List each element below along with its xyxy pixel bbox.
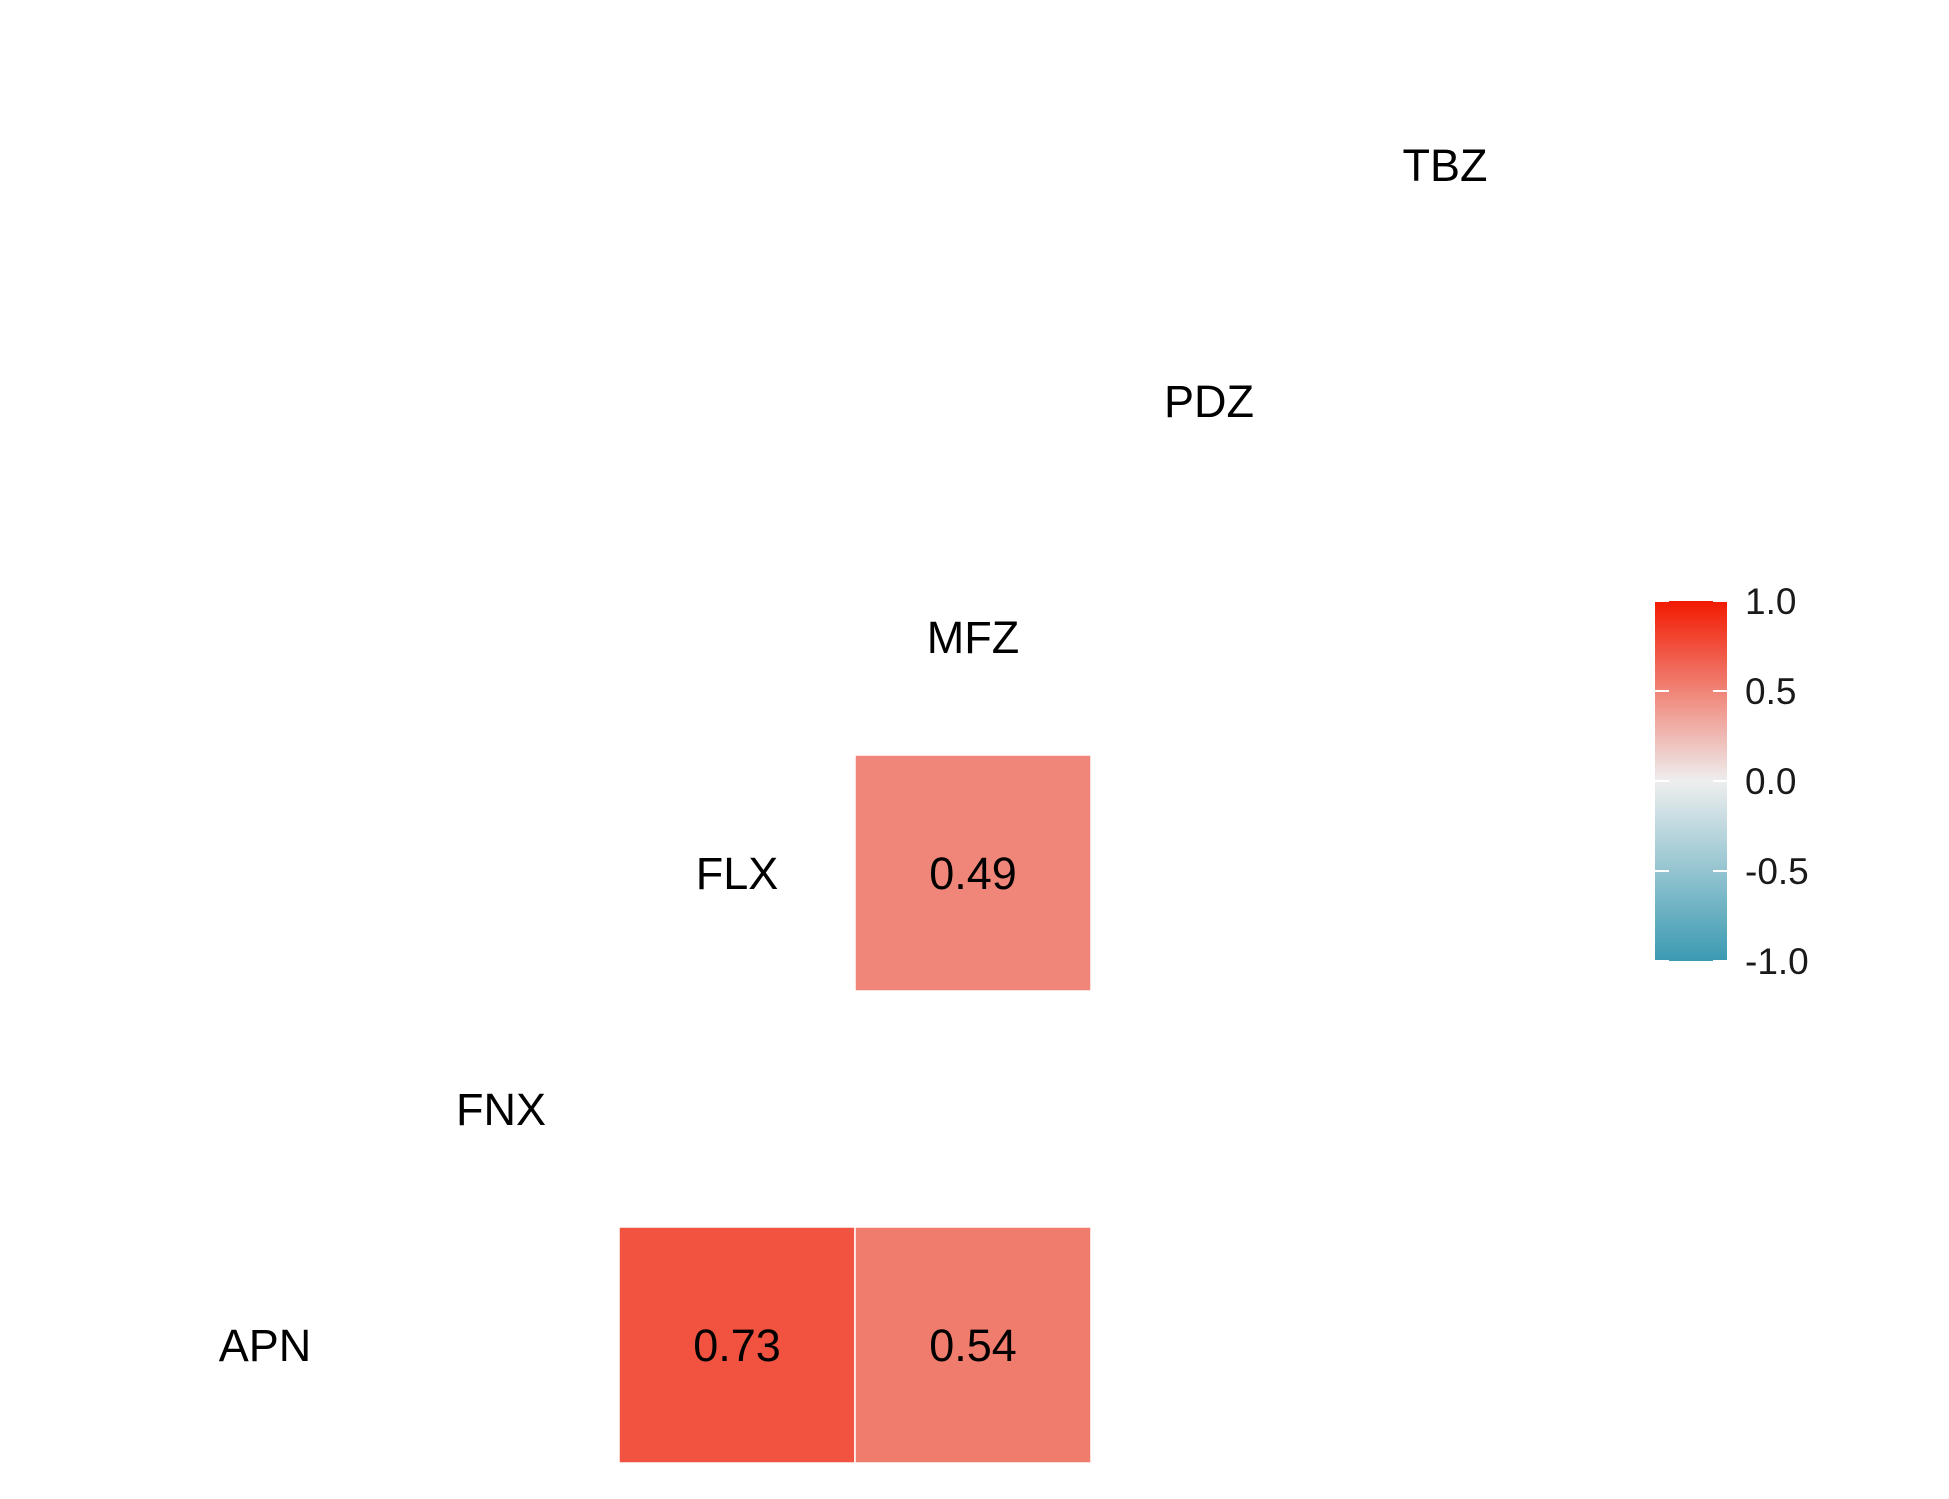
heatmap-cell-apn-mfz bbox=[854, 1226, 1092, 1464]
variable-label-fnx: FNX bbox=[456, 1084, 546, 1135]
variable-label-flx: FLX bbox=[696, 848, 779, 899]
legend-tick-label: -1.0 bbox=[1745, 941, 1809, 982]
variable-labels: APN FNX FLX MFZ PDZ TBZ bbox=[219, 140, 1488, 1371]
legend-tick-label: 0.5 bbox=[1745, 671, 1796, 712]
variable-label-tbz: TBZ bbox=[1403, 140, 1488, 191]
variable-label-apn: APN bbox=[219, 1320, 312, 1371]
heatmap-cell-apn-flx bbox=[618, 1226, 856, 1464]
color-legend: 1.0 0.5 0.0 -0.5 -1.0 bbox=[1655, 581, 1809, 982]
legend-tick-label: 1.0 bbox=[1745, 581, 1796, 622]
heatmap-cell-flx-mfz bbox=[854, 754, 1092, 992]
legend-tick-label: -0.5 bbox=[1745, 851, 1809, 892]
cell-value-label: 0.49 bbox=[929, 848, 1017, 899]
variable-label-pdz: PDZ bbox=[1164, 376, 1254, 427]
cell-value-label: 0.54 bbox=[929, 1320, 1017, 1371]
variable-label-mfz: MFZ bbox=[927, 612, 1019, 663]
legend-tick-label: 0.0 bbox=[1745, 761, 1796, 802]
heatmap-cells: 0.73 0.54 0.49 bbox=[618, 754, 1092, 1464]
cell-value-label: 0.73 bbox=[693, 1320, 781, 1371]
